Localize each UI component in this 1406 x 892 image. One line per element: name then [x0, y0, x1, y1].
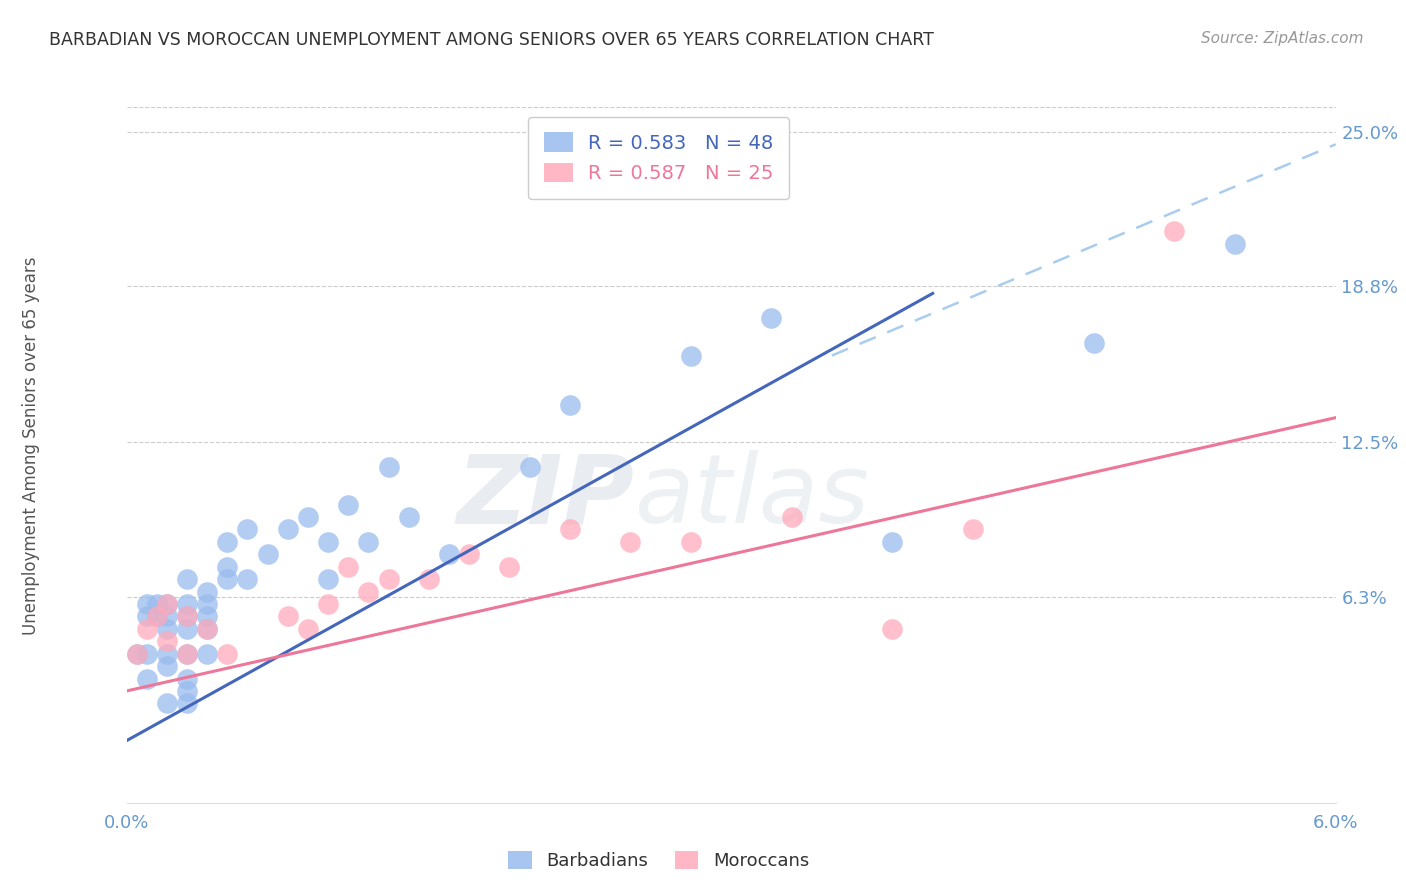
Text: atlas: atlas: [634, 450, 869, 543]
Point: [176, 622, 198, 636]
Point: [761, 311, 783, 326]
Point: [156, 659, 179, 673]
Point: [679, 349, 702, 363]
Point: [558, 398, 581, 412]
Point: [156, 609, 179, 624]
Point: [156, 622, 179, 636]
Point: [217, 534, 239, 549]
Point: [217, 572, 239, 586]
Point: [316, 534, 339, 549]
Point: [176, 672, 198, 686]
Point: [135, 672, 157, 686]
Point: [277, 609, 299, 624]
Point: [962, 523, 984, 537]
Text: BARBADIAN VS MOROCCAN UNEMPLOYMENT AMONG SENIORS OVER 65 YEARS CORRELATION CHART: BARBADIAN VS MOROCCAN UNEMPLOYMENT AMONG…: [49, 31, 934, 49]
Point: [176, 684, 198, 698]
Point: [1223, 236, 1246, 251]
Point: [458, 547, 481, 561]
Legend: Barbadians, Moroccans: Barbadians, Moroccans: [501, 844, 817, 877]
Point: [236, 523, 259, 537]
Point: [377, 572, 399, 586]
Point: [176, 609, 198, 624]
Point: [297, 622, 319, 636]
Point: [316, 597, 339, 611]
Point: [176, 647, 198, 661]
Point: [125, 647, 148, 661]
Point: [1083, 336, 1105, 351]
Point: [357, 584, 380, 599]
Point: [316, 572, 339, 586]
Point: [398, 510, 420, 524]
Point: [195, 622, 218, 636]
Point: [519, 460, 541, 475]
Point: [277, 523, 299, 537]
Point: [337, 498, 360, 512]
Point: [780, 510, 803, 524]
Point: [156, 634, 179, 648]
Point: [195, 622, 218, 636]
Point: [176, 597, 198, 611]
Point: [195, 584, 218, 599]
Point: [176, 609, 198, 624]
Point: [156, 597, 179, 611]
Point: [146, 597, 169, 611]
Point: [1163, 224, 1185, 238]
Point: [156, 647, 179, 661]
Point: [337, 559, 360, 574]
Point: [882, 534, 904, 549]
Point: [498, 559, 520, 574]
Point: [176, 697, 198, 711]
Point: [156, 597, 179, 611]
Point: [135, 622, 157, 636]
Point: [679, 534, 702, 549]
Point: [195, 647, 218, 661]
Point: [146, 609, 169, 624]
Point: [195, 609, 218, 624]
Point: [418, 572, 440, 586]
Point: [357, 534, 380, 549]
Point: [236, 572, 259, 586]
Text: ZIP: ZIP: [457, 450, 634, 543]
Point: [135, 609, 157, 624]
Point: [377, 460, 399, 475]
Point: [125, 647, 148, 661]
Point: [176, 572, 198, 586]
Point: [256, 547, 278, 561]
Point: [146, 609, 169, 624]
Point: [437, 547, 460, 561]
Point: [619, 534, 641, 549]
Point: [297, 510, 319, 524]
Point: [882, 622, 904, 636]
Point: [176, 647, 198, 661]
Text: Unemployment Among Seniors over 65 years: Unemployment Among Seniors over 65 years: [22, 257, 39, 635]
Point: [217, 559, 239, 574]
Point: [135, 597, 157, 611]
Text: Source: ZipAtlas.com: Source: ZipAtlas.com: [1201, 31, 1364, 46]
Point: [156, 697, 179, 711]
Point: [135, 647, 157, 661]
Point: [195, 597, 218, 611]
Point: [558, 523, 581, 537]
Point: [217, 647, 239, 661]
